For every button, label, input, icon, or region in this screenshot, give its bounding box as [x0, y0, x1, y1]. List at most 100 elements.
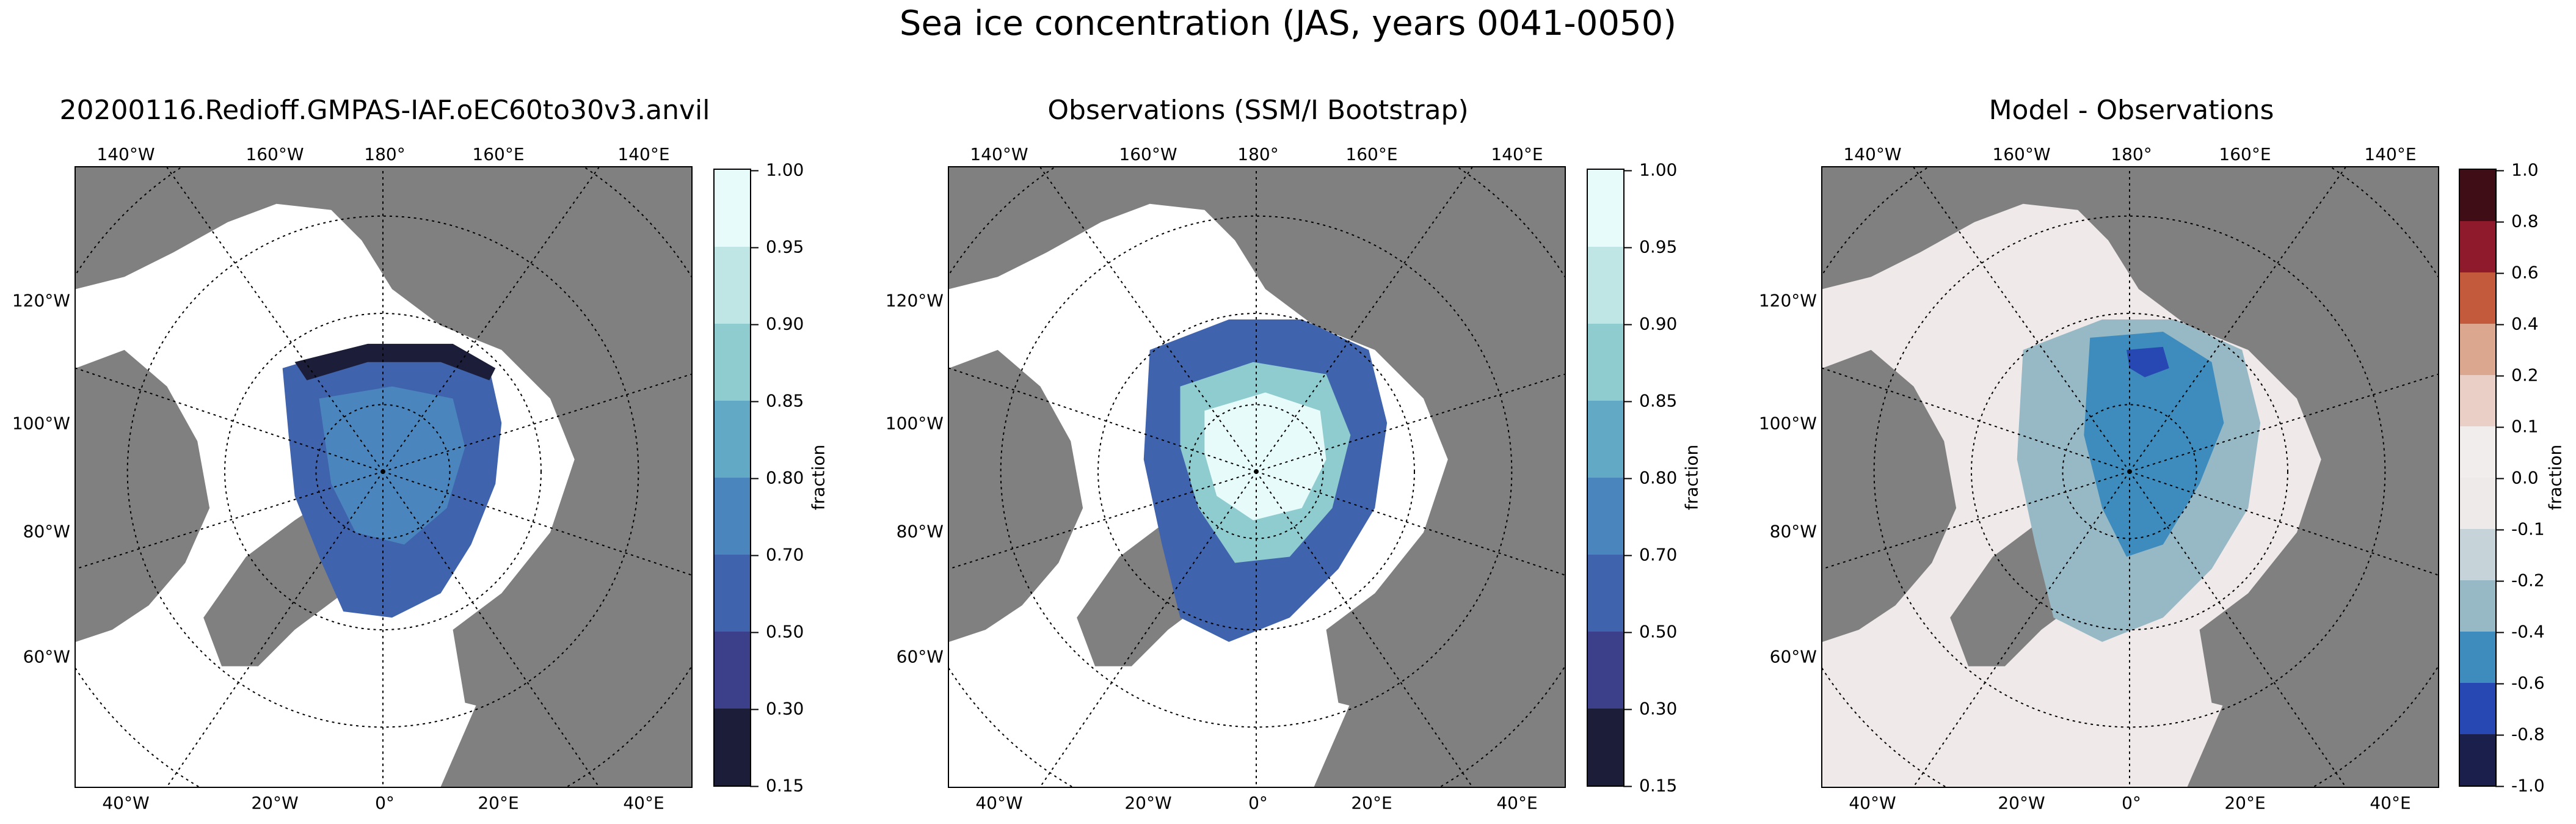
- panel-2-lat-3: 60°W: [896, 646, 944, 667]
- panel-3-lat-3: 60°W: [1769, 646, 1817, 667]
- land-america: [949, 349, 1083, 642]
- colorbar-tick-label: 0.70: [749, 544, 804, 565]
- panel-3-colorbar-label: fraction: [2545, 444, 2566, 511]
- panel-1-lon-top-4: 140°E: [617, 144, 670, 164]
- colorbar-tick-label: 0.15: [1623, 775, 1678, 796]
- colorbar-tick-label: 0.8: [2495, 211, 2539, 232]
- colorbar-tick-label: 0.85: [749, 390, 804, 411]
- colorbar-tick-label: -1.0: [2495, 775, 2545, 796]
- panel-3-map-svg: [1822, 167, 2438, 787]
- colorbar-tick-label: 0.0: [2495, 467, 2539, 488]
- panel-2-map-svg: [949, 167, 1565, 787]
- colorbar-segment: [1588, 478, 1623, 555]
- colorbar-tick-label: 0.4: [2495, 313, 2539, 334]
- colorbar-segment: [2460, 426, 2495, 478]
- colorbar-tick-label: 1.00: [749, 159, 804, 180]
- land-scandinavia: [1314, 690, 1472, 787]
- panel-1-map: [75, 166, 693, 788]
- panel-2-lon-bot-2: 0°: [1248, 793, 1268, 813]
- colorbar-tick-label: 1.0: [2495, 159, 2539, 180]
- colorbar-segment: [2460, 375, 2495, 426]
- diff-field-strong: [2084, 331, 2224, 557]
- colorbar-tick-label: 0.30: [1623, 698, 1678, 719]
- colorbar-segment: [715, 170, 750, 247]
- colorbar-segment: [715, 401, 750, 478]
- colorbar-tick-label: 0.2: [2495, 365, 2539, 385]
- panel-3-lon-top-3: 160°E: [2219, 144, 2271, 164]
- figure-title: Sea ice concentration (JAS, years 0041-0…: [899, 4, 1677, 43]
- panel-2-title: Observations (SSM/I Bootstrap): [1047, 95, 1469, 126]
- panel-2-lon-top-3: 160°E: [1345, 144, 1398, 164]
- panel-1-colorbar: [713, 169, 751, 787]
- panel-2-lon-bot-3: 20°E: [1351, 793, 1392, 813]
- panel-1-lat-3: 60°W: [23, 646, 70, 667]
- panel-3-lon-bot-3: 20°E: [2224, 793, 2266, 813]
- panel-2-lon-top-1: 160°W: [1119, 144, 1177, 164]
- graticule: [949, 167, 1565, 787]
- land-america: [1822, 349, 1957, 642]
- panel-2-lat-1: 100°W: [885, 413, 944, 434]
- sea-ice-edge-panel-1: [294, 343, 496, 381]
- panel-3-lon-top-4: 140°E: [2364, 144, 2417, 164]
- colorbar-segment: [2460, 221, 2495, 272]
- colorbar-tick-label: 0.50: [749, 621, 804, 642]
- colorbar-tick-label: 0.90: [1623, 313, 1678, 334]
- land-eurasia: [949, 167, 1565, 787]
- colorbar-segment: [1588, 170, 1623, 247]
- colorbar-segment: [2460, 580, 2495, 632]
- panel-2-lon-top-4: 140°E: [1491, 144, 1543, 164]
- colorbar-segment: [715, 632, 750, 709]
- colorbar-tick-label: 0.80: [1623, 467, 1678, 488]
- panel-2-lon-top-0: 140°W: [970, 144, 1028, 164]
- colorbar-tick-label: -0.8: [2495, 724, 2545, 745]
- panel-2-lat-2: 80°W: [896, 521, 944, 542]
- colorbar-tick-label: 0.15: [749, 775, 804, 796]
- land-eurasia: [76, 167, 691, 787]
- colorbar-tick-label: -0.2: [2495, 570, 2545, 591]
- panel-1-colorbar-label: fraction: [808, 444, 829, 511]
- panel-2-lat-0: 120°W: [885, 290, 944, 311]
- graticule: [1822, 167, 2438, 787]
- colorbar-segment: [2460, 632, 2495, 683]
- panel-3-lon-top-2: 180°: [2111, 144, 2152, 164]
- colorbar-tick-label: -0.6: [2495, 673, 2545, 693]
- sea-ice-core-panel-1: [319, 386, 465, 545]
- panel-3-lat-2: 80°W: [1769, 521, 1817, 542]
- colorbar-segment: [2460, 272, 2495, 324]
- colorbar-tick-label: 0.1: [2495, 416, 2539, 437]
- colorbar-tick-label: -0.4: [2495, 621, 2545, 642]
- panel-2-colorbar: [1587, 169, 1625, 787]
- panel-2-colorbar-label: fraction: [1681, 444, 1702, 511]
- land-scandinavia: [440, 690, 599, 787]
- colorbar-segment: [2460, 324, 2495, 375]
- colorbar-tick-label: 0.95: [749, 236, 804, 257]
- colorbar-tick-label: 0.50: [1623, 621, 1678, 642]
- panel-1-lat-1: 100°W: [12, 413, 70, 434]
- colorbar-segment: [715, 324, 750, 401]
- panel-3-map: [1821, 166, 2439, 788]
- panel-3-lat-1: 100°W: [1758, 413, 1817, 434]
- panel-1-lon-bot-2: 0°: [375, 793, 395, 813]
- colorbar-segment: [715, 709, 750, 786]
- colorbar-tick-label: 0.95: [1623, 236, 1678, 257]
- colorbar-tick-label: 0.30: [749, 698, 804, 719]
- panel-1-map-svg: [76, 167, 691, 787]
- panel-3-lon-bot-0: 40°W: [1849, 793, 1896, 813]
- panel-1-lon-bot-0: 40°W: [102, 793, 150, 813]
- colorbar-tick-label: 0.6: [2495, 262, 2539, 283]
- colorbar-segment: [2460, 683, 2495, 734]
- colorbar-tick-label: 1.00: [1623, 159, 1678, 180]
- panel-1-lat-0: 120°W: [12, 290, 70, 311]
- sea-ice-core-panel-2: [1204, 392, 1326, 520]
- panel-1-lon-top-0: 140°W: [96, 144, 155, 164]
- land-scandinavia: [2187, 690, 2346, 787]
- colorbar-segment: [2460, 478, 2495, 529]
- panel-1-lon-bot-1: 20°W: [251, 793, 299, 813]
- panel-1-lon-top-3: 160°E: [472, 144, 525, 164]
- colorbar-segment: [1588, 709, 1623, 786]
- panel-1-lat-2: 80°W: [23, 521, 70, 542]
- panel-2-lon-bot-0: 40°W: [975, 793, 1023, 813]
- panel-1-lon-top-1: 160°W: [246, 144, 304, 164]
- panel-3-lon-top-0: 140°W: [1843, 144, 1902, 164]
- colorbar-segment: [1588, 555, 1623, 632]
